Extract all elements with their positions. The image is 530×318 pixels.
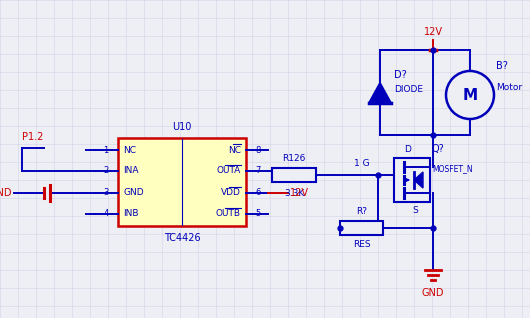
Text: INB: INB: [123, 209, 138, 218]
Text: 7: 7: [255, 166, 261, 175]
Bar: [272, 168, 316, 182]
Text: 1: 1: [103, 146, 109, 155]
Text: TC4426: TC4426: [164, 233, 200, 243]
Text: 2: 2: [103, 166, 109, 175]
Text: OUTB: OUTB: [216, 209, 241, 218]
Text: B?: B?: [496, 61, 508, 71]
Text: R?: R?: [356, 207, 367, 216]
Text: RES: RES: [352, 240, 370, 249]
Text: 8: 8: [255, 146, 261, 155]
Text: D?: D?: [394, 71, 407, 80]
Text: Motor: Motor: [496, 83, 522, 92]
Text: 6: 6: [255, 188, 261, 197]
Text: 3: 3: [103, 188, 109, 197]
Text: 5: 5: [255, 209, 261, 218]
Text: GND: GND: [123, 188, 144, 197]
Text: S: S: [412, 206, 418, 215]
Text: P1.2: P1.2: [22, 132, 43, 142]
Text: Q?: Q?: [432, 144, 445, 154]
Text: INA: INA: [123, 166, 138, 175]
Text: NC: NC: [123, 146, 136, 155]
Text: M: M: [463, 87, 478, 102]
Text: R126: R126: [282, 154, 306, 163]
Text: 1 G: 1 G: [354, 159, 369, 168]
Polygon shape: [369, 82, 391, 102]
Text: 12V: 12V: [290, 188, 309, 197]
Text: U10: U10: [172, 122, 192, 132]
Bar: [340, 221, 383, 235]
Polygon shape: [414, 172, 423, 188]
Text: VDD: VDD: [221, 188, 241, 197]
Bar: [118, 138, 246, 226]
Circle shape: [446, 71, 494, 119]
Text: DIODE: DIODE: [394, 86, 423, 94]
Text: GND: GND: [422, 288, 444, 298]
Text: OUTA: OUTA: [217, 166, 241, 175]
Text: D: D: [404, 145, 411, 154]
Bar: [394, 158, 430, 202]
Text: 3.3K: 3.3K: [284, 189, 304, 198]
Text: 12V: 12V: [423, 27, 443, 37]
Text: 4: 4: [103, 209, 109, 218]
Text: MOSFET_N: MOSFET_N: [432, 164, 473, 173]
Text: GND: GND: [0, 188, 12, 197]
Text: NC: NC: [228, 146, 241, 155]
